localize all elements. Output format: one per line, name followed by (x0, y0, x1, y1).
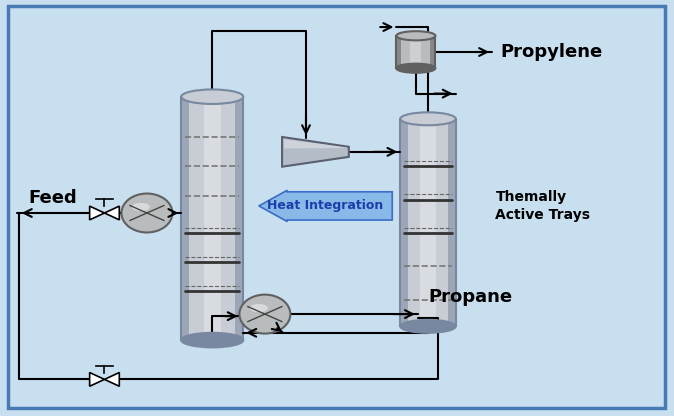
Ellipse shape (239, 295, 290, 334)
Bar (421, 119, 435, 326)
Ellipse shape (400, 320, 456, 333)
Text: Themally
Active Trays: Themally Active Trays (495, 190, 590, 222)
Bar (181, 97, 243, 340)
Bar (396, 36, 435, 68)
Text: Feed: Feed (28, 188, 77, 207)
Polygon shape (104, 206, 119, 220)
Bar (396, 36, 402, 68)
Bar (430, 36, 435, 68)
Ellipse shape (121, 193, 173, 233)
Bar (235, 97, 243, 340)
Polygon shape (284, 139, 347, 149)
Text: Propane: Propane (428, 288, 512, 307)
Ellipse shape (396, 31, 435, 40)
Bar (400, 119, 456, 326)
Bar (181, 97, 189, 340)
Bar (204, 97, 221, 340)
FancyArrow shape (259, 190, 392, 221)
Polygon shape (90, 206, 104, 220)
Text: Propylene: Propylene (500, 43, 603, 61)
Ellipse shape (400, 112, 456, 125)
Bar (400, 119, 456, 326)
Bar (181, 97, 243, 340)
Ellipse shape (396, 64, 435, 73)
Ellipse shape (181, 333, 243, 347)
Polygon shape (90, 373, 104, 386)
Bar (396, 36, 435, 68)
Polygon shape (282, 137, 349, 167)
Ellipse shape (181, 89, 243, 104)
Bar (410, 36, 421, 68)
Ellipse shape (250, 304, 268, 312)
Bar (400, 119, 408, 326)
Ellipse shape (132, 203, 150, 211)
Bar (448, 119, 456, 326)
Polygon shape (104, 373, 119, 386)
Text: Heat Integration: Heat Integration (268, 199, 384, 213)
